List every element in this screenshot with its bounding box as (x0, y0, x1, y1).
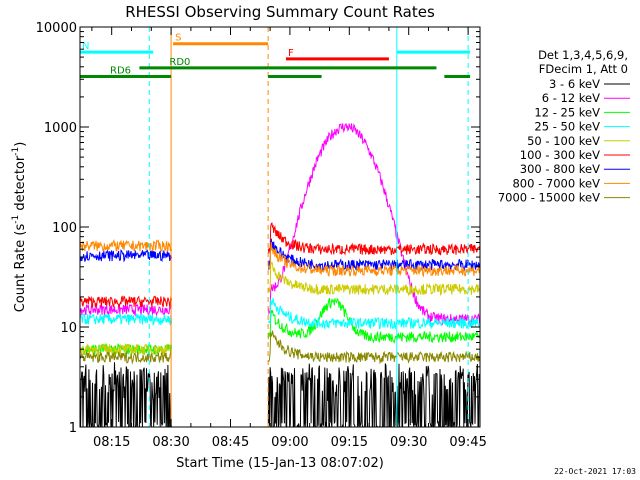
legend-header-1: Det 1,3,4,5,6,9, (538, 48, 628, 62)
flag-label-2: F (288, 48, 294, 59)
y-axis: 1 10 100 1000 10000 (36, 21, 480, 436)
series-line-6 (80, 295, 172, 309)
series-line-8 (267, 241, 480, 278)
legend-label-4: 25 - 50 keV (534, 120, 600, 134)
series-group (80, 123, 480, 427)
legend-label-6: 100 - 300 keV (520, 148, 600, 162)
series-line-9 (80, 350, 172, 365)
series-line-1 (267, 363, 480, 427)
y-tick-label-1: 1 (69, 421, 77, 436)
legend: Det 1,3,4,5,6,9, FDecim 1, Att 0 3 - 6 k… (498, 48, 630, 205)
y-axis-title: Count Rate (s-1 detector-1) (11, 142, 28, 313)
chart-title: RHESSI Observing Summary Count Rates (125, 3, 435, 21)
x-axis-title: Start Time (15-Jan-13 08:07:02) (176, 456, 384, 471)
series-line-2 (267, 123, 480, 326)
y-tick-label-3: 100 (52, 221, 77, 236)
series-line-5 (80, 343, 172, 357)
y-tick-label-4: 1000 (44, 121, 77, 136)
flag-label-7: RD6 (110, 65, 131, 76)
y-tick-label-2: 10 (60, 321, 77, 336)
series-line-9 (268, 330, 480, 365)
series-line-4 (267, 297, 480, 331)
legend-label-5: 50 - 100 keV (527, 134, 600, 148)
legend-label-8: 800 - 7000 keV (512, 176, 600, 190)
series-line-5 (267, 261, 480, 297)
plot-frame (79, 26, 481, 428)
legend-label-1: 3 - 6 keV (549, 77, 600, 91)
x-tick-label-2: 08:30 (152, 435, 189, 450)
series-line-1 (80, 362, 172, 427)
x-tick-label-1: 08:15 (93, 435, 130, 450)
x-tick-label-6: 09:30 (390, 435, 427, 450)
series-line-4 (80, 312, 172, 327)
series-line-6 (267, 222, 480, 256)
legend-label-9: 7000 - 15000 keV (498, 191, 600, 205)
flag-label-5: RD0 (169, 57, 190, 68)
series-line-3 (267, 297, 480, 344)
series-line-8 (80, 238, 172, 253)
plot-area: S F N RD0 RD6 (80, 27, 480, 427)
x-tick-label-3: 08:45 (212, 435, 249, 450)
y-tick-label-5: 10000 (36, 21, 77, 36)
x-axis: 08:15 08:30 08:45 09:00 09:15 09:30 09:45 (91, 27, 487, 450)
timestamp: 22-Oct-2021 17:03 (554, 467, 636, 476)
legend-label-7: 300 - 800 keV (520, 162, 600, 176)
legend-header-2: FDecim 1, Att 0 (539, 62, 628, 76)
legend-label-2: 6 - 12 keV (542, 91, 600, 105)
x-tick-label-4: 09:00 (271, 435, 308, 450)
flag-label-3: N (82, 41, 89, 52)
x-tick-label-7: 09:45 (449, 435, 486, 450)
x-tick-label-5: 09:15 (331, 435, 368, 450)
series-line-7 (80, 249, 172, 263)
flag-label-1: S (175, 33, 181, 44)
legend-label-3: 12 - 25 keV (534, 105, 600, 119)
series-line-7 (267, 238, 480, 272)
